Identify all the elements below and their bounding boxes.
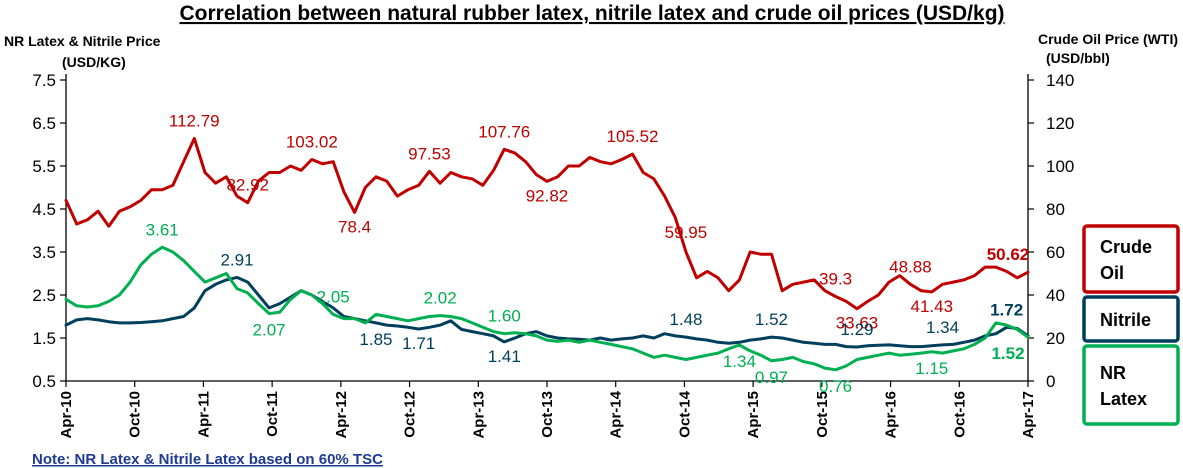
legend-label: NR <box>1100 363 1126 383</box>
right-tick-label: 100 <box>1046 157 1074 176</box>
x-tick-label: Oct-13 <box>539 391 556 438</box>
data-labels: 112.79 82.92 103.02 78.4 97.53 107.76 92.82 105… <box>146 112 1030 396</box>
legend-item-nr-latex: NR Latex <box>1082 344 1180 426</box>
series-line-crude-oil <box>64 137 1030 311</box>
x-tick-label: Oct-11 <box>264 391 281 437</box>
left-tick-label: 5.5 <box>32 157 56 176</box>
left-tick-label: 6.5 <box>32 114 56 133</box>
left-tick-label: 3.5 <box>32 243 56 262</box>
x-tick-label: Apr-17 <box>1020 391 1037 439</box>
data-label: 2.07 <box>253 320 286 339</box>
left-tick-label: 4.5 <box>32 200 56 219</box>
data-label: 41.43 <box>911 297 954 316</box>
data-label: 2.91 <box>220 250 253 269</box>
data-label: 1.52 <box>755 310 788 329</box>
right-tick-label: 60 <box>1046 243 1065 262</box>
left-tick-label: 2.5 <box>32 286 56 305</box>
x-tick-label: Apr-16 <box>883 391 900 439</box>
x-tick-label: Apr-11 <box>195 391 212 438</box>
legend-item-crude-oil: Crude Oil <box>1082 224 1180 294</box>
data-label: 1.34 <box>723 352 756 371</box>
x-tick-label: Apr-12 <box>333 391 350 439</box>
left-tick-label: 0.5 <box>32 372 56 391</box>
data-label: 103.02 <box>286 133 338 152</box>
data-label: 1.41 <box>488 347 521 366</box>
data-label: 105.52 <box>607 127 659 146</box>
x-tick-label: Oct-14 <box>676 390 693 437</box>
data-label: 2.05 <box>317 287 350 306</box>
right-tick-label: 120 <box>1046 114 1074 133</box>
right-tick-label: 80 <box>1046 200 1065 219</box>
left-tick-label: 7.5 <box>32 71 56 90</box>
data-label: 1.72 <box>990 300 1023 319</box>
left-axis-heading-line2: (USD/KG) <box>62 54 126 70</box>
right-tick-label: 140 <box>1046 71 1074 90</box>
data-label: 97.53 <box>408 144 451 163</box>
x-tick-label: Apr-14 <box>608 390 625 438</box>
data-label: 0.76 <box>819 377 852 396</box>
right-tick-label: 20 <box>1046 329 1065 348</box>
legend-label: Nitrile <box>1100 310 1151 330</box>
x-tick-label: Apr-10 <box>58 391 75 439</box>
data-label: 1.15 <box>915 359 948 378</box>
data-label: 50.62 <box>987 245 1030 264</box>
data-label: 107.76 <box>478 122 530 141</box>
legend-box <box>1082 295 1180 343</box>
data-label: 48.88 <box>889 257 932 276</box>
legend-box <box>1082 224 1180 294</box>
x-tick-label: Apr-15 <box>745 391 762 439</box>
data-label: 1.34 <box>926 318 959 337</box>
footnote: Note: NR Latex & Nitrile Latex based on … <box>32 451 383 468</box>
x-tick-label: Apr-13 <box>470 391 487 439</box>
data-label: 82.92 <box>226 176 269 195</box>
chart-title: Correlation between natural rubber latex… <box>179 2 1004 25</box>
legend-box <box>1082 344 1180 426</box>
data-label: 1.48 <box>669 310 702 329</box>
data-label: 39.3 <box>819 270 852 289</box>
series-lines <box>64 137 1030 372</box>
data-label: 2.02 <box>424 289 457 308</box>
right-tick-label: 0 <box>1046 372 1055 391</box>
data-label: 33.63 <box>836 314 879 333</box>
data-label: 1.71 <box>402 334 435 353</box>
data-label: 92.82 <box>526 186 569 205</box>
x-tick-label: Oct-16 <box>951 391 968 438</box>
data-label: 78.4 <box>338 217 371 236</box>
legend-label: Oil <box>1100 263 1124 283</box>
data-label: 1.29 <box>840 320 873 339</box>
legend: Crude Oil Nitrile NR Latex <box>1082 224 1180 426</box>
series-line-nr-latex <box>64 245 1030 372</box>
legend-item-nitrile: Nitrile <box>1082 295 1180 343</box>
data-label: 112.79 <box>169 112 220 131</box>
legend-label: Crude <box>1100 237 1152 257</box>
right-axis-heading-line2: (USD/bbl) <box>1046 50 1110 66</box>
series-line-nitrile <box>64 275 1030 349</box>
x-tick-label: Oct-12 <box>402 391 419 438</box>
right-tick-label: 40 <box>1046 286 1065 305</box>
right-axis-heading-line1: Crude Oil Price (WTI) <box>1038 31 1178 47</box>
data-label: 3.61 <box>146 220 179 239</box>
left-axis-heading-line1: NR Latex & Nitrile Price <box>4 33 161 49</box>
data-label: 1.60 <box>488 307 521 326</box>
legend-label: Latex <box>1100 389 1147 409</box>
x-tick-label: Oct-10 <box>127 391 144 438</box>
x-tick-label: Oct-15 <box>814 391 831 438</box>
data-label: 1.52 <box>991 344 1024 363</box>
data-label: 0.97 <box>755 368 788 387</box>
data-label: 1.85 <box>359 330 392 349</box>
left-tick-label: 1.5 <box>32 329 56 348</box>
axes: 0.5 1.5 2.5 3.5 4.5 5.5 6.5 7.5 0 20 40 60 80 100 120 1… <box>32 71 1074 439</box>
data-label: 59.95 <box>665 223 708 242</box>
